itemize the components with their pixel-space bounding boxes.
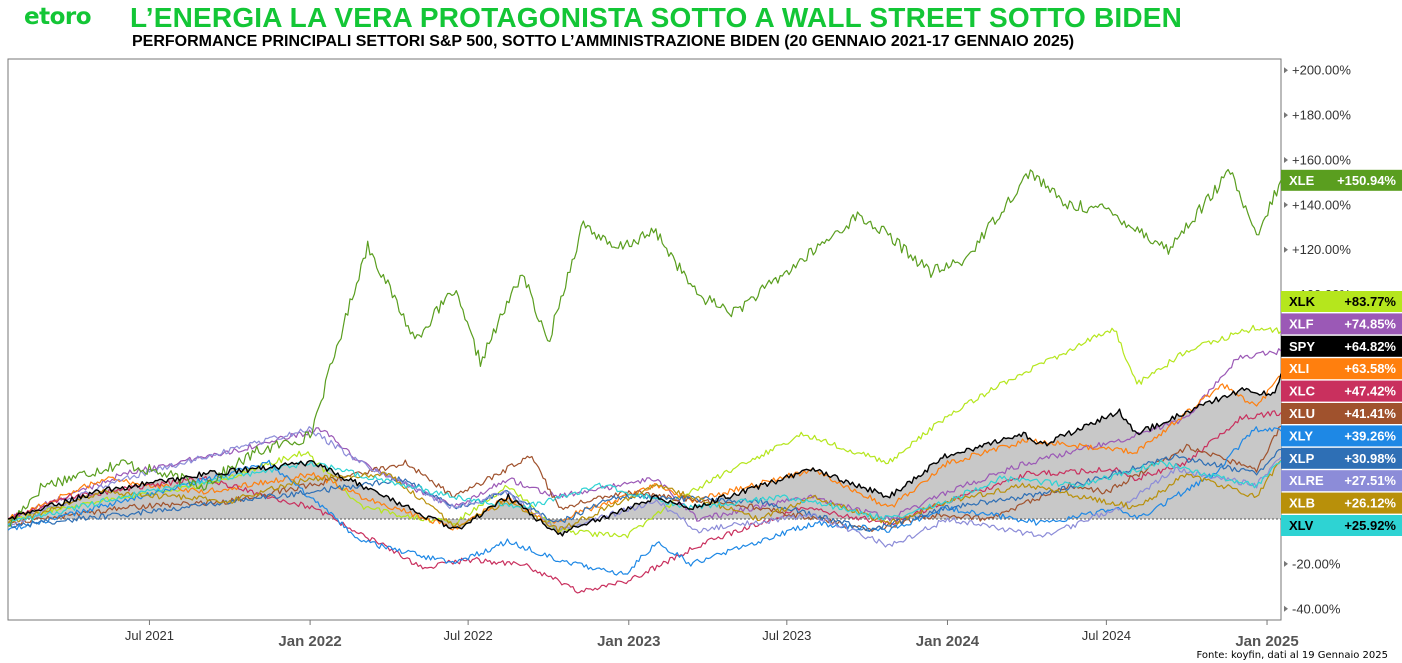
legend-series-value: +27.51% — [1344, 473, 1396, 488]
y-tick-label: -20.00% — [1292, 556, 1341, 571]
legend-swatch — [1281, 425, 1402, 447]
legend-swatch — [1281, 313, 1402, 335]
legend-series-name: XLE — [1289, 173, 1315, 188]
legend-swatch — [1281, 403, 1402, 424]
source-note: Fonte: koyfin, dati al 19 Gennaio 2025 — [1196, 650, 1388, 661]
legend-series-name: XLV — [1289, 518, 1314, 533]
legend-series-value: +63.58% — [1344, 361, 1396, 376]
legend-swatch — [1281, 358, 1402, 380]
legend-swatch — [1281, 515, 1402, 536]
legend-series-value: +83.77% — [1344, 294, 1396, 309]
y-tick-label: +180.00% — [1292, 108, 1351, 123]
legend-series-name: XLB — [1289, 496, 1315, 511]
x-tick-label: Jul 2021 — [125, 628, 174, 643]
etoro-logo: etoro — [24, 4, 92, 30]
x-tick-label: Jan 2025 — [1235, 633, 1298, 650]
legend-item-xlf: XLF +74.85% — [1281, 313, 1402, 335]
x-axis: Jul 2021 Jan 2022 Jul 2022 Jan 2023 Jul 2023… — [125, 620, 1299, 650]
legend-swatch — [1281, 335, 1402, 357]
series-line-spy — [7, 373, 1282, 537]
legend-series-value: +39.26% — [1344, 428, 1396, 443]
legend-series-name: XLRE — [1289, 473, 1324, 488]
y-tick-mark — [1284, 156, 1288, 163]
legend-swatch — [1281, 380, 1402, 402]
legend-series-name: XLI — [1289, 361, 1309, 376]
x-tick-label: Jul 2024 — [1082, 628, 1131, 643]
legend-series-value: +64.82% — [1344, 339, 1396, 354]
y-tick-label: -40.00% — [1292, 601, 1341, 616]
series-line-xlb — [7, 459, 1282, 534]
legend-series-value: +41.41% — [1344, 406, 1396, 421]
series-line-xlre — [7, 426, 1282, 548]
x-tick-label: Jul 2022 — [444, 628, 493, 643]
legend-series-name: SPY — [1289, 339, 1315, 354]
y-tick-mark — [1284, 112, 1288, 119]
y-tick-label: +160.00% — [1292, 152, 1351, 167]
legend-series-name: XLU — [1289, 406, 1315, 421]
legend-series-name: XLK — [1289, 294, 1316, 309]
y-tick-mark — [1284, 246, 1288, 253]
legend-series-value: +25.92% — [1344, 518, 1396, 533]
legend-item-xlc: XLC +47.42% — [1281, 380, 1402, 402]
legend-item-xlre: XLRE +27.51% — [1281, 470, 1402, 492]
legend-series-name: XLY — [1289, 428, 1313, 443]
plot-area — [7, 58, 1282, 621]
series-line-xlc — [7, 410, 1282, 594]
chart-subtitle: PERFORMANCE PRINCIPALI SETTORI S&P 500, … — [132, 33, 1075, 50]
series-line-xlf — [7, 348, 1282, 522]
legend-swatch — [1281, 169, 1402, 191]
x-tick-label: Jan 2024 — [916, 633, 980, 650]
legend-swatch — [1281, 447, 1402, 469]
y-tick-mark — [1284, 67, 1288, 74]
y-tick-label: +200.00% — [1292, 63, 1351, 78]
x-tick-label: Jan 2022 — [278, 633, 341, 650]
legend: XLE +150.94% XLK +83.77% XLF +74.85% SPY +64.82… — [1281, 169, 1402, 536]
legend-item-xli: XLI +63.58% — [1281, 358, 1402, 380]
legend-series-value: +74.85% — [1344, 316, 1396, 331]
y-tick-label: +120.00% — [1292, 242, 1351, 257]
x-tick-label: Jul 2023 — [762, 628, 811, 643]
legend-swatch — [1281, 291, 1402, 312]
legend-swatch — [1281, 492, 1402, 514]
y-tick-mark — [1284, 605, 1288, 612]
x-tick-label: Jan 2023 — [597, 633, 660, 650]
legend-item-spy: SPY +64.82% — [1281, 335, 1402, 357]
legend-item-xlp: XLP +30.98% — [1281, 447, 1402, 469]
legend-item-xlu: XLU +41.41% — [1281, 403, 1402, 424]
legend-item-xly: XLY +39.26% — [1281, 425, 1402, 447]
legend-item-xlk: XLK +83.77% — [1281, 291, 1402, 312]
legend-series-value: +26.12% — [1344, 496, 1396, 511]
series-lines-layer — [7, 168, 1282, 594]
series-line-xli — [7, 375, 1282, 531]
y-tick-mark — [1284, 560, 1288, 567]
legend-item-xlv: XLV +25.92% — [1281, 515, 1402, 536]
legend-item-xlb: XLB +26.12% — [1281, 492, 1402, 514]
legend-series-name: XLC — [1289, 384, 1316, 399]
legend-item-xle: XLE +150.94% — [1281, 169, 1402, 191]
legend-series-name: XLF — [1289, 316, 1314, 331]
chart-title: L’ENERGIA LA VERA PROTAGONISTA SOTTO A W… — [130, 2, 1183, 33]
series-line-xle — [7, 168, 1282, 527]
legend-series-name: XLP — [1289, 451, 1315, 466]
legend-series-value: +150.94% — [1337, 173, 1396, 188]
y-tick-mark — [1284, 201, 1288, 208]
legend-series-value: +30.98% — [1344, 451, 1396, 466]
legend-swatch — [1281, 470, 1402, 492]
legend-series-value: +47.42% — [1344, 384, 1396, 399]
y-tick-label: +140.00% — [1292, 197, 1351, 212]
